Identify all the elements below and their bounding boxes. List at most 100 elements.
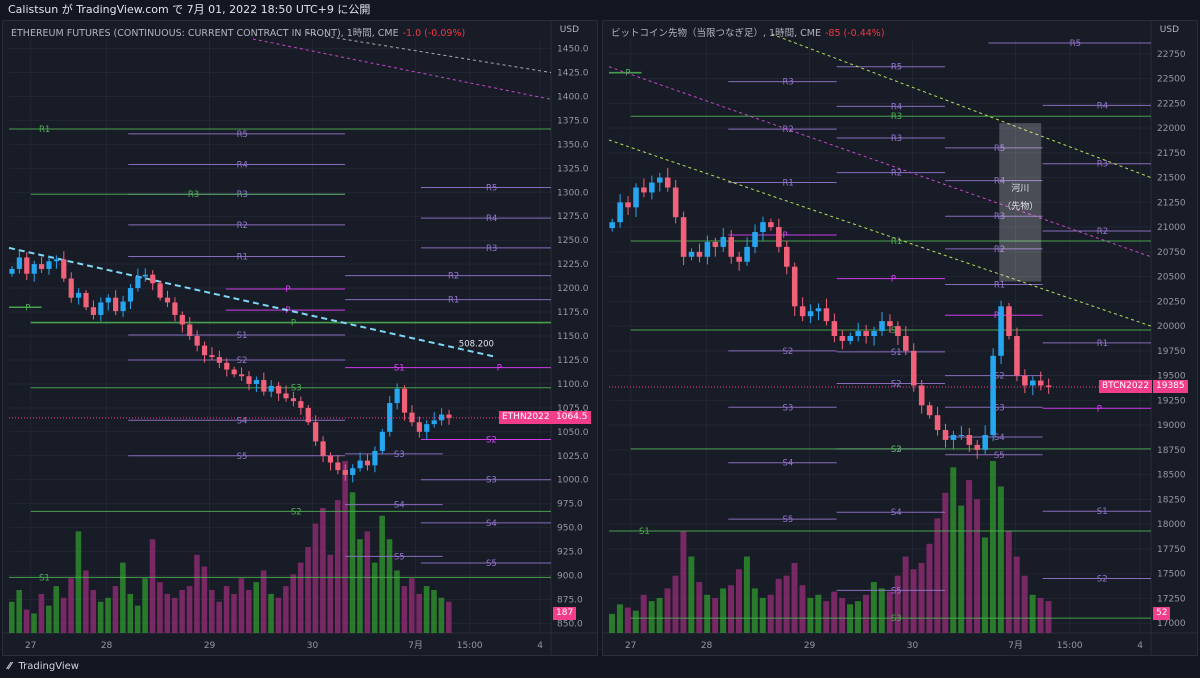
pivot-level-label: P bbox=[291, 319, 296, 329]
price-tick-label: 19000 bbox=[1157, 421, 1186, 431]
volume-bar bbox=[438, 597, 445, 633]
candle-body bbox=[768, 222, 774, 228]
pivot-level-label: P bbox=[25, 303, 30, 313]
btc-chart-canvas[interactable]: 17000 17250 17500 17750 18000 18250 18500 18750… bbox=[603, 21, 1198, 656]
candle-body bbox=[283, 393, 289, 399]
candle-body bbox=[209, 355, 215, 358]
pivot-level-label: R3 bbox=[188, 190, 199, 200]
volume-bar bbox=[728, 585, 734, 633]
candle-body bbox=[1045, 385, 1052, 387]
candle-body bbox=[728, 237, 734, 257]
volume-bar bbox=[712, 597, 719, 633]
volume-bar bbox=[974, 499, 981, 633]
pivot-level-label: P bbox=[285, 285, 290, 295]
volume-bar bbox=[105, 597, 111, 633]
btc-chart-panel[interactable]: 17000 17250 17500 17750 18000 18250 18500 18750… bbox=[602, 20, 1198, 656]
highlight-box[interactable] bbox=[999, 123, 1042, 282]
candle-body bbox=[958, 435, 965, 436]
volume-bar bbox=[164, 593, 171, 633]
candle-body bbox=[847, 336, 854, 341]
candle-body bbox=[90, 307, 97, 315]
volume-bar bbox=[357, 539, 363, 633]
volume-bar bbox=[112, 586, 119, 633]
pivot-level-label: R1 bbox=[994, 281, 1005, 291]
candle-body bbox=[990, 355, 996, 435]
trendline[interactable] bbox=[307, 32, 552, 74]
pivot-level-label: S4 bbox=[891, 508, 902, 518]
trendline[interactable] bbox=[8, 246, 498, 359]
volume-bar bbox=[312, 523, 319, 633]
candle-body bbox=[760, 222, 766, 233]
volume-bar bbox=[1005, 531, 1012, 633]
volume-bar bbox=[83, 570, 89, 633]
price-tick-label: 22500 bbox=[1157, 75, 1186, 85]
price-tick-label: 1300.0 bbox=[557, 188, 589, 198]
candle-body bbox=[712, 241, 719, 247]
pivot-level-label: R3 bbox=[237, 190, 248, 200]
candle-body bbox=[839, 336, 846, 341]
candle-body bbox=[320, 441, 326, 456]
volume-bar bbox=[775, 578, 782, 633]
candle-body bbox=[127, 288, 134, 302]
price-tick-label: 1275.0 bbox=[557, 212, 589, 222]
volume-bar bbox=[799, 585, 806, 633]
volume-bar bbox=[807, 597, 814, 633]
pivot-level-label: S5 bbox=[994, 451, 1005, 461]
volume-bar bbox=[823, 601, 830, 633]
time-tick-label: 7月 bbox=[408, 640, 423, 651]
pivot-level-label: S4 bbox=[782, 459, 793, 469]
candle-body bbox=[664, 177, 671, 188]
price-tick-label: 900.0 bbox=[557, 572, 583, 582]
candle-body bbox=[744, 246, 750, 262]
pivot-level-label: S4 bbox=[994, 433, 1005, 443]
candle-body bbox=[903, 336, 909, 351]
candle-body bbox=[633, 187, 639, 208]
candle-body bbox=[704, 241, 711, 257]
candle-body bbox=[879, 321, 885, 332]
price-tick-label: 1375.0 bbox=[557, 116, 589, 126]
candle-body bbox=[350, 468, 356, 475]
candle-body bbox=[68, 278, 74, 298]
volume-bar bbox=[38, 593, 45, 633]
pivot-level-label: R1 bbox=[237, 252, 248, 262]
pivot-level-label: R2 bbox=[448, 272, 459, 282]
volume-bar bbox=[997, 486, 1004, 633]
tradingview-logo-text: TradingView bbox=[18, 661, 79, 672]
candle-body bbox=[76, 292, 82, 298]
volume-bar bbox=[342, 461, 348, 633]
volume-bar bbox=[416, 593, 422, 633]
price-tick-label: 20000 bbox=[1157, 322, 1186, 332]
volume-bar bbox=[120, 562, 126, 633]
volume-bar bbox=[902, 556, 909, 633]
volume-bar bbox=[918, 562, 925, 633]
volume-bar bbox=[9, 601, 15, 633]
candle-body bbox=[696, 251, 703, 257]
trendline[interactable] bbox=[252, 38, 552, 100]
tradingview-logo-icon: ⁄⁄ bbox=[8, 661, 12, 672]
eth-volume-tag: 187 bbox=[553, 607, 577, 620]
pivot-level-label: R2 bbox=[237, 221, 248, 231]
pivot-level-label: S2 bbox=[291, 507, 302, 517]
volume-bar bbox=[1045, 601, 1052, 633]
btc-change: -85 (-0.44%) bbox=[824, 28, 885, 39]
eth-chart-title: ETHEREUM FUTURES (CONTINUOUS: CURRENT CO… bbox=[11, 25, 465, 39]
pivot-level-label: S2 bbox=[237, 356, 248, 366]
candle-body bbox=[24, 257, 30, 274]
eth-title-text: ETHEREUM FUTURES (CONTINUOUS: CURRENT CO… bbox=[11, 28, 399, 39]
volume-bar bbox=[238, 578, 245, 633]
eth-symbol-tag: ETHN2022 bbox=[499, 410, 553, 424]
volume-bar bbox=[791, 562, 798, 633]
eth-chart-canvas[interactable]: 850.0 875.0 900.0 925.0 950.0 975.0 1000.0 1025… bbox=[3, 21, 598, 656]
candle-body bbox=[918, 385, 925, 406]
price-tick-label: 975.0 bbox=[557, 500, 583, 510]
candle-body bbox=[9, 268, 15, 274]
candle-body bbox=[179, 314, 185, 325]
trendline[interactable] bbox=[771, 33, 1152, 179]
volume-bar bbox=[283, 586, 289, 633]
footer: ⁄⁄ TradingView bbox=[0, 656, 1200, 678]
candle-body bbox=[305, 407, 311, 423]
pivot-level-label: R2 bbox=[994, 245, 1005, 255]
eth-chart-panel[interactable]: 850.0 875.0 900.0 925.0 950.0 975.0 1000.0 1025… bbox=[2, 20, 598, 656]
candle-body bbox=[194, 336, 200, 346]
volume-bar bbox=[831, 591, 838, 633]
